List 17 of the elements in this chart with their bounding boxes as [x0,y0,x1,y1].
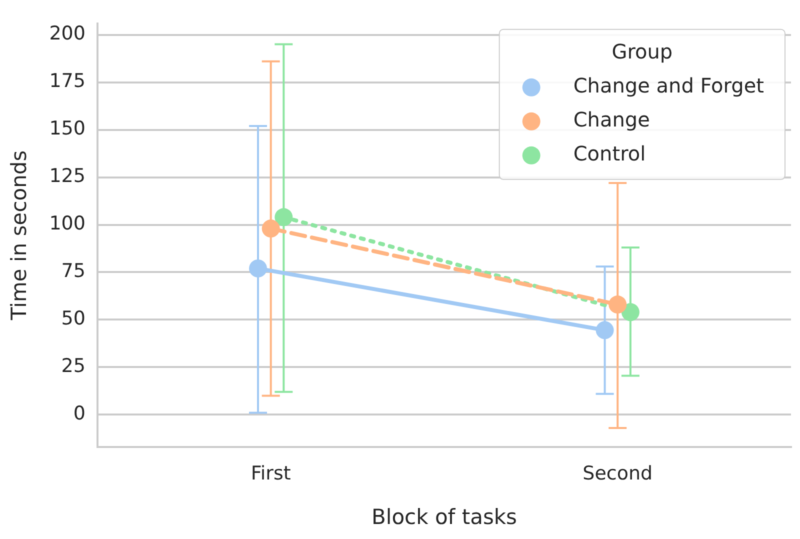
y-tick-label: 175 [49,70,86,92]
y-tick-label: 75 [61,260,86,282]
y-tick-label: 50 [61,308,86,330]
legend-title: Group [612,40,673,64]
x-axis-title: Block of tasks [371,504,518,529]
y-axis-title: Time in seconds [7,150,32,322]
y-tick-label: 100 [49,212,86,235]
y-tick-label: 125 [49,165,86,188]
legend-label: Change and Forget [573,74,764,98]
y-tick-label: 0 [73,402,86,425]
y-tick-label: 25 [61,355,86,378]
y-tick-label: 150 [49,118,86,140]
x-tick-label: Second [582,462,653,484]
legend-label: Control [573,142,646,166]
x-tick-label: First [250,462,291,484]
legend-label: Change [573,108,650,132]
y-tick-label: 200 [49,22,86,45]
